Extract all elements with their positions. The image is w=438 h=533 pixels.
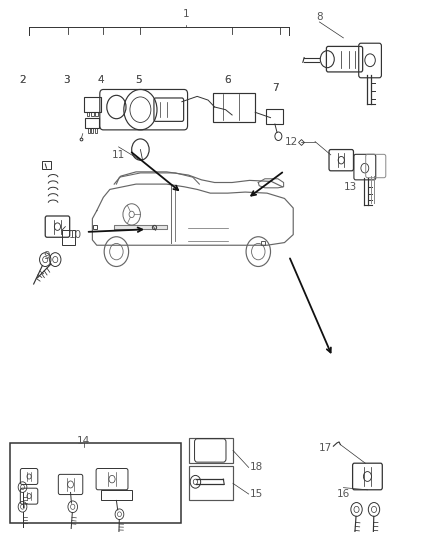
Bar [189,466,233,500]
Bar [62,230,75,245]
Text: 13: 13 [343,182,357,192]
Text: 9: 9 [43,251,50,261]
Text: 18: 18 [250,463,263,472]
Bar [266,109,283,124]
Text: 4: 4 [98,75,104,85]
Text: 7: 7 [272,83,279,93]
Bar [91,112,94,116]
Polygon shape [114,225,166,229]
Text: 3: 3 [63,75,70,85]
Text: 10: 10 [68,230,81,240]
Bar [88,128,90,133]
Text: 12: 12 [284,136,297,147]
Text: 7: 7 [272,83,279,93]
Text: 15: 15 [250,489,263,499]
Text: 4: 4 [98,75,104,85]
Text: 2: 2 [19,75,26,85]
Text: 3: 3 [63,75,70,85]
Text: 1: 1 [183,9,190,19]
Text: 6: 6 [224,75,231,85]
Bar [85,118,99,128]
Text: 14: 14 [77,436,90,446]
Text: 16: 16 [337,489,350,499]
Bar [101,490,132,500]
Bar [42,161,51,169]
Text: 5: 5 [135,75,141,85]
Bar [95,128,97,133]
Text: 17: 17 [319,443,332,453]
Text: 6: 6 [224,75,231,85]
Bar [84,97,101,112]
Text: 5: 5 [135,75,141,85]
Bar [87,112,89,116]
Bar [11,443,180,523]
Text: 11: 11 [112,150,125,159]
Text: 2: 2 [19,75,26,85]
Bar [213,93,255,122]
Bar [92,128,93,133]
Text: 8: 8 [316,12,323,22]
Bar [95,112,98,116]
Bar [189,438,233,463]
